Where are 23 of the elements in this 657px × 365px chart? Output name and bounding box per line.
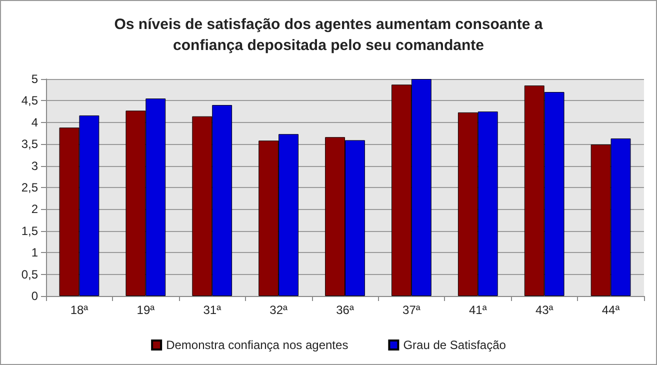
y-tick-label: 2 — [31, 202, 38, 216]
legend-label: Grau de Satisfação — [403, 338, 506, 352]
x-tick-label: 43ª — [535, 303, 554, 317]
legend-label: Demonstra confiança nos agentes — [166, 338, 348, 352]
y-tick-label: 3 — [31, 158, 38, 173]
y-tick-label: 4 — [31, 115, 38, 130]
x-tick-label: 31ª — [203, 303, 222, 317]
y-tick-label: 1,5 — [21, 224, 38, 238]
y-tick-label: 3,5 — [21, 137, 38, 152]
x-tick-label: 37ª — [402, 303, 421, 317]
x-tick-label: 18ª — [70, 303, 89, 317]
y-tick-label: 0,5 — [21, 267, 38, 282]
chart-title: Os níveis de satisfação dos agentes aumentam consoante a confiança depositada pelo seu comandante — [114, 16, 544, 54]
y-tick-label: 2,5 — [21, 180, 38, 194]
x-tick-label: 44ª — [602, 303, 620, 317]
y-tick-label: 1 — [31, 246, 38, 260]
y-tick-label: 5 — [31, 72, 38, 86]
x-tick-label: 41ª — [468, 303, 488, 317]
x-tick-label: 36ª — [336, 303, 354, 317]
y-tick-label: 0 — [31, 289, 38, 303]
y-tick-label: 4,5 — [21, 94, 38, 108]
x-tick-label: 19ª — [136, 303, 156, 317]
x-tick-label: 32ª — [270, 303, 288, 317]
